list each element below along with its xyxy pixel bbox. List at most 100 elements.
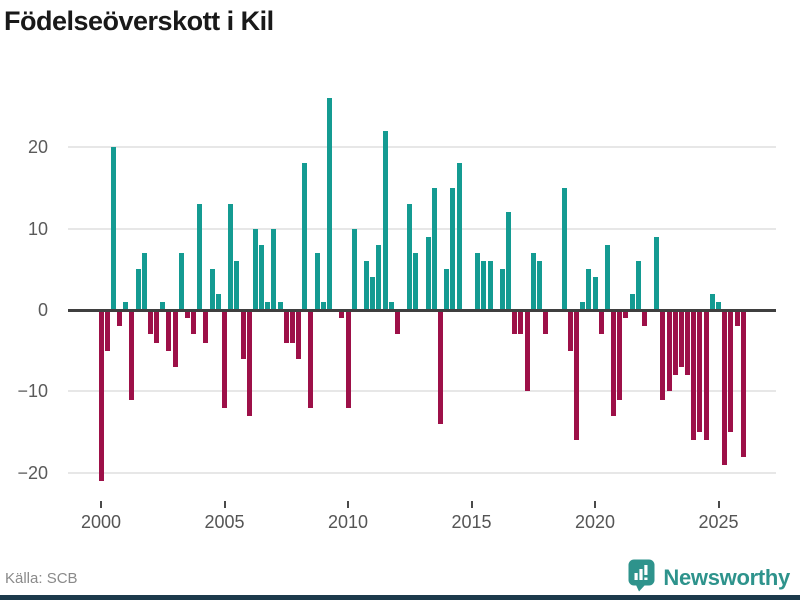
bar-2006Q3 xyxy=(259,244,265,310)
bar-2025Q2 xyxy=(722,310,728,465)
bar-2020Q4 xyxy=(611,310,617,416)
gridline-y-20 xyxy=(68,471,776,474)
bar-2022Q4 xyxy=(660,310,666,400)
bar-2003Q4 xyxy=(191,310,197,335)
bar-2020Q3 xyxy=(604,244,610,310)
zero-axis-line xyxy=(68,308,776,312)
bar-2024Q2 xyxy=(697,310,703,433)
bar-2014Q1 xyxy=(444,269,450,310)
chart-title: Födelseöverskott i Kil xyxy=(4,6,274,36)
bar-2019Q1 xyxy=(567,310,573,351)
bar-2010Q1 xyxy=(345,310,351,408)
x-axis-tick-2010 xyxy=(347,501,349,508)
bar-2022Q1 xyxy=(641,310,647,327)
bar-2007Q3 xyxy=(283,310,289,343)
bar-2001Q2 xyxy=(129,310,135,400)
bar-2003Q3 xyxy=(184,310,190,319)
bar-2015Q3 xyxy=(481,261,487,310)
bar-2005Q4 xyxy=(240,310,246,359)
bar-2003Q2 xyxy=(178,253,184,310)
bar-2011Q1 xyxy=(370,277,376,310)
y-axis-label--10: −10 xyxy=(17,381,48,402)
bar-2018Q1 xyxy=(543,310,549,335)
gridline-y-10 xyxy=(68,390,776,393)
newsworthy-wordmark: Newsworthy xyxy=(663,565,790,590)
bar-2002Q3 xyxy=(160,301,166,310)
x-axis-label-2025: 2025 xyxy=(698,512,739,532)
x-axis-label-2015: 2015 xyxy=(451,512,492,532)
bar-2021Q3 xyxy=(629,293,635,310)
bar-2015Q2 xyxy=(475,253,481,310)
bar-2005Q2 xyxy=(228,204,234,310)
plot-area: 20 10 0 −10 −20 2000 2005 2010 2015 2020 2025 xyxy=(17,98,776,532)
bar-2023Q4 xyxy=(685,310,691,376)
bar-2017Q2 xyxy=(524,310,530,392)
bar-2002Q4 xyxy=(166,310,172,351)
bar-2019Q4 xyxy=(586,269,592,310)
bar-2017Q1 xyxy=(518,310,524,335)
bar-2010Q4 xyxy=(364,261,370,310)
bar-2025Q1 xyxy=(716,301,721,310)
bar-2011Q3 xyxy=(382,130,388,310)
bar-2011Q2 xyxy=(376,244,382,310)
bar-2014Q2 xyxy=(450,187,456,310)
bar-2006Q4 xyxy=(265,301,271,310)
bar-2008Q2 xyxy=(302,163,308,310)
bar-2015Q4 xyxy=(487,261,493,310)
bar-2005Q3 xyxy=(234,261,240,310)
bar-2012Q1 xyxy=(394,310,400,335)
bar-2016Q4 xyxy=(512,310,518,335)
bar-2008Q1 xyxy=(296,310,302,359)
bar-2026Q1 xyxy=(740,310,746,457)
bar-2006Q2 xyxy=(252,228,258,310)
newsworthy-logo-icon xyxy=(628,559,655,597)
bar-2018Q4 xyxy=(561,187,567,310)
bar-2024Q4 xyxy=(709,293,715,310)
x-axis-tick-2025 xyxy=(717,501,720,508)
bar-2024Q1 xyxy=(691,310,697,441)
x-axis-tick-2015 xyxy=(470,501,473,508)
bar-2003Q1 xyxy=(172,310,178,367)
bar-2000Q2 xyxy=(104,310,110,351)
bar-2001Q1 xyxy=(123,301,129,310)
bar-2000Q3 xyxy=(110,147,116,310)
bar-2017Q3 xyxy=(530,253,536,310)
bar-2006Q1 xyxy=(246,310,252,416)
bar-2001Q3 xyxy=(135,269,141,310)
bar-2012Q4 xyxy=(413,253,419,310)
x-axis-tick-2005 xyxy=(223,501,226,508)
bottom-accent-bar xyxy=(0,595,800,600)
bar-2016Q3 xyxy=(506,212,512,310)
bar-2025Q4 xyxy=(734,310,740,327)
bar-2004Q3 xyxy=(209,269,215,310)
bar-2008Q4 xyxy=(314,253,320,310)
x-axis-label-2020: 2020 xyxy=(574,512,616,532)
bar-2013Q3 xyxy=(431,187,437,310)
bar-2023Q3 xyxy=(678,310,684,367)
bar-2023Q1 xyxy=(666,310,672,392)
bar-2025Q3 xyxy=(728,310,734,433)
bar-2016Q2 xyxy=(499,269,505,310)
bar-2022Q3 xyxy=(654,236,660,310)
bar-2001Q4 xyxy=(141,253,147,310)
bar-2020Q2 xyxy=(598,310,604,335)
bar-2009Q4 xyxy=(339,310,345,319)
bar-2000Q1 xyxy=(98,310,104,481)
bar-2013Q2 xyxy=(425,236,431,310)
bar-2010Q2 xyxy=(351,228,357,310)
bar-2008Q3 xyxy=(308,310,314,408)
bar-2002Q1 xyxy=(147,310,153,335)
bar-2011Q4 xyxy=(388,301,394,310)
bar-2007Q2 xyxy=(277,301,283,310)
bar-2012Q3 xyxy=(407,204,413,310)
bar-2014Q3 xyxy=(456,163,462,310)
bar-2019Q3 xyxy=(580,301,586,310)
bar-2020Q1 xyxy=(592,277,598,310)
bar-2009Q1 xyxy=(320,301,326,310)
bar-2002Q2 xyxy=(154,310,160,343)
x-axis-label-2000: 2000 xyxy=(80,512,122,532)
bar-2024Q3 xyxy=(703,310,709,441)
x-axis-label-2005: 2005 xyxy=(204,512,245,532)
bar-2004Q2 xyxy=(203,310,209,343)
bar-2009Q2 xyxy=(326,98,332,310)
